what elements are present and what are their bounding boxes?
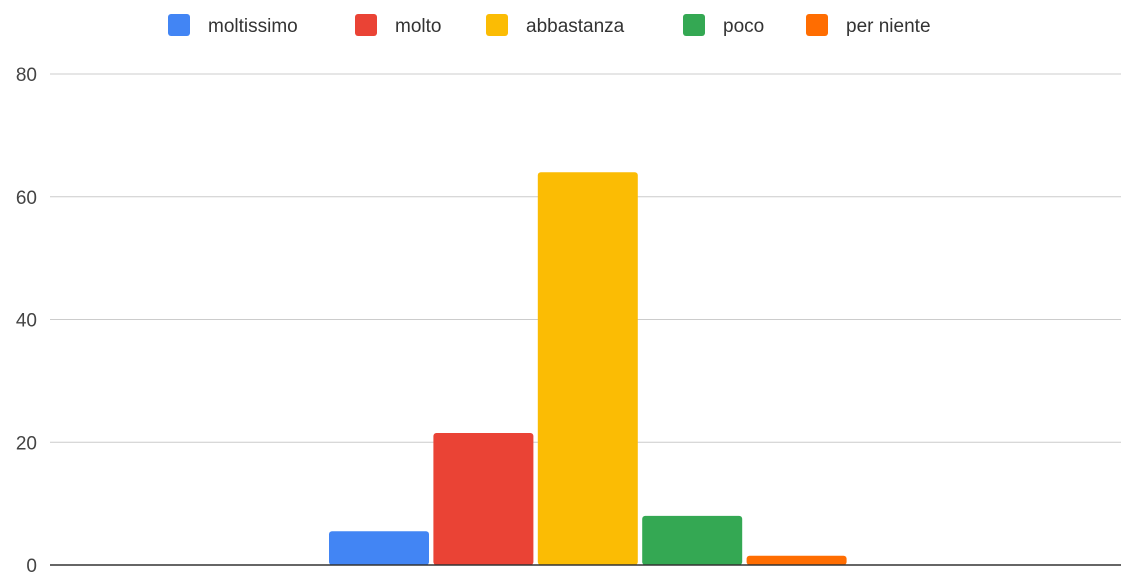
legend-item-per-niente: per niente — [806, 14, 931, 37]
legend-item-moltissimo: moltissimo — [168, 14, 298, 37]
legend-item-molto: molto — [355, 14, 441, 37]
y-tick-label: 60 — [16, 188, 37, 209]
legend-label: moltissimo — [208, 16, 298, 37]
bar-abbastanza — [537, 172, 638, 565]
y-tick-label: 0 — [26, 556, 37, 572]
legend-swatch — [355, 14, 377, 36]
legend-swatch — [806, 14, 828, 36]
legend-item-abbastanza: abbastanza — [486, 14, 625, 37]
bars — [329, 172, 847, 565]
legend-swatch — [486, 14, 508, 36]
legend-label: molto — [395, 16, 441, 37]
bar-poco — [642, 515, 743, 565]
legend-item-poco: poco — [683, 14, 764, 37]
bar-per-niente — [746, 555, 847, 565]
bar-moltissimo — [329, 531, 429, 565]
legend-swatch — [683, 14, 705, 36]
legend-label: abbastanza — [526, 16, 625, 37]
legend-label: poco — [723, 16, 764, 37]
legend-label: per niente — [846, 16, 931, 37]
y-tick-label: 40 — [16, 311, 37, 332]
y-tick-label: 20 — [16, 433, 37, 454]
y-tick-label: 80 — [16, 65, 37, 86]
legend: moltissimo molto abbastanza poco per niente — [168, 14, 931, 37]
legend-swatch — [168, 14, 190, 36]
y-axis: 0 20 40 60 80 — [16, 65, 37, 572]
bar-molto — [433, 433, 534, 565]
